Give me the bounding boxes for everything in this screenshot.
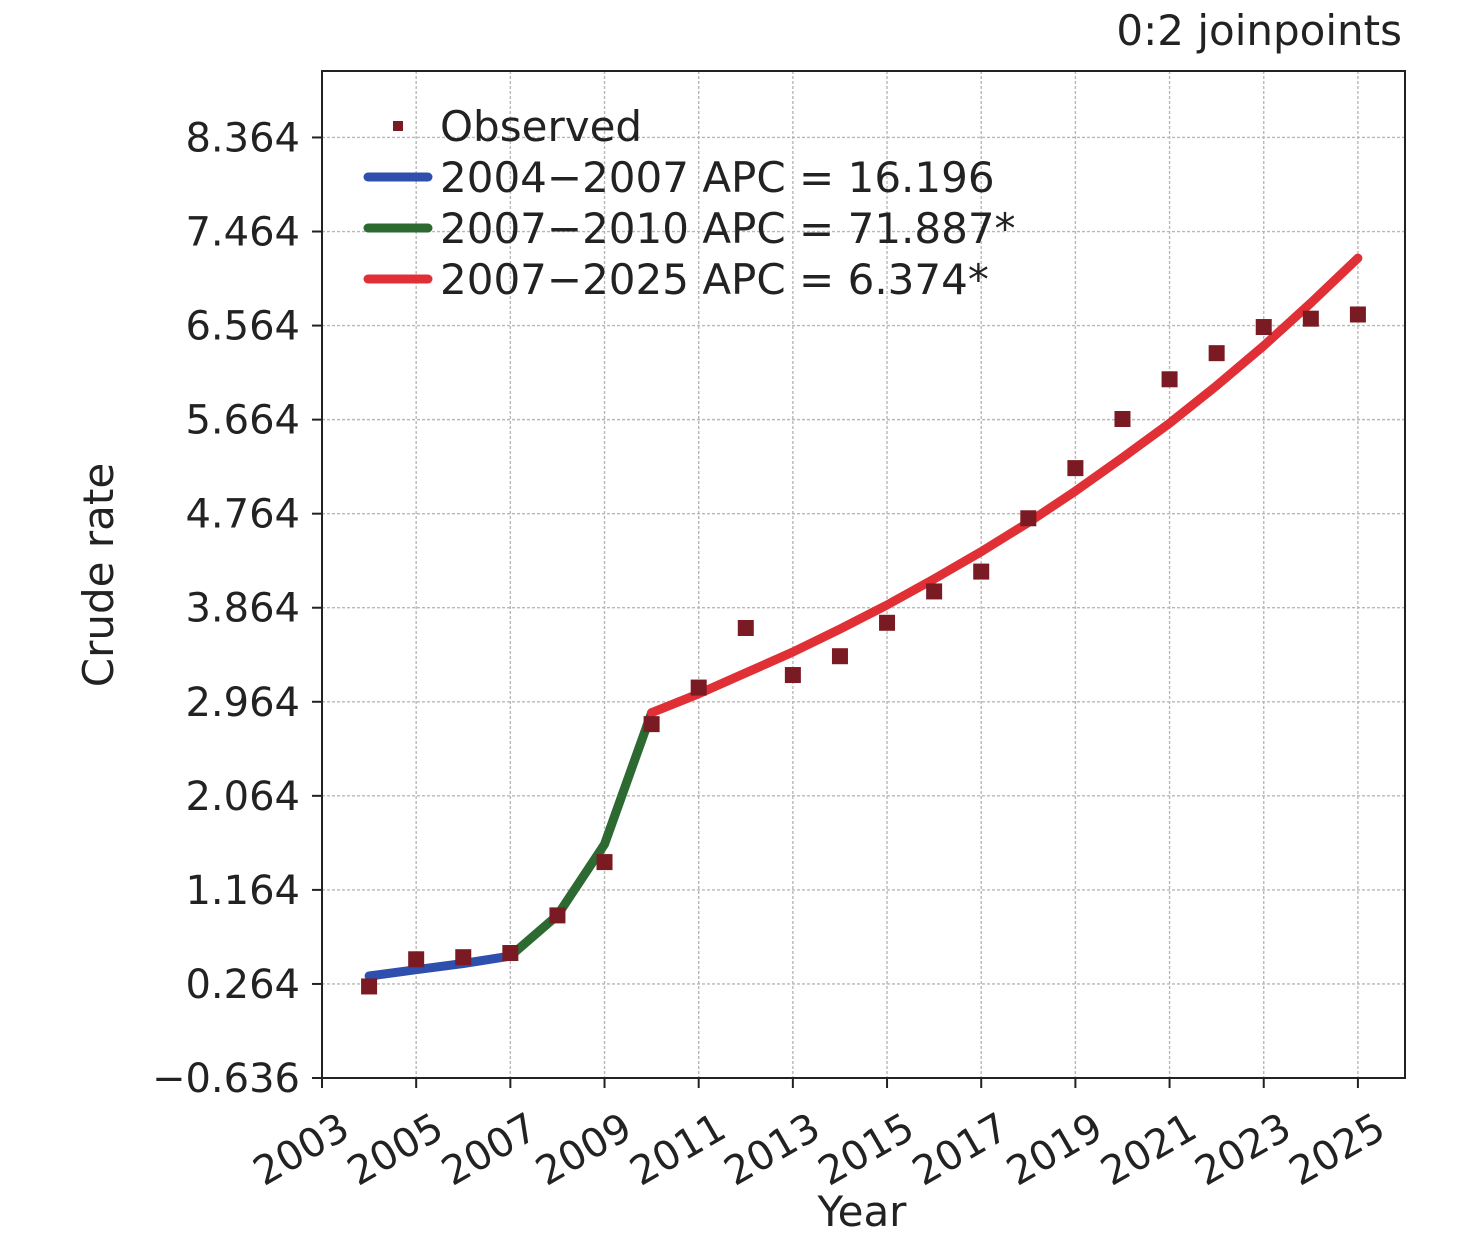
observed-point (926, 583, 943, 600)
observed-point (1161, 371, 1178, 388)
x-tick-label: 2007 (434, 1105, 545, 1196)
legend-label-1: 2004−2007 APC = 16.196 (440, 153, 995, 202)
observed-point (879, 614, 896, 631)
y-axis-ticks: −0.636 0.264 1.164 2.064 2.964 3.864 4.764 5.66… (152, 115, 322, 1102)
y-tick-label: 7.464 (185, 210, 300, 256)
x-axis-label: Year (817, 1187, 908, 1236)
x-tick-label: 2013 (717, 1105, 828, 1196)
y-tick-label: −0.636 (152, 1056, 300, 1102)
observed-points (361, 306, 1366, 995)
observed-point (643, 716, 660, 733)
x-tick-label: 2019 (999, 1105, 1110, 1196)
observed-point (455, 949, 472, 966)
observed-point (549, 907, 566, 924)
observed-point (502, 945, 519, 962)
trend-lines (364, 253, 1363, 981)
observed-point (690, 679, 707, 696)
legend-label-observed: Observed (440, 102, 642, 151)
plot-frame (321, 70, 1406, 1079)
observed-point (1067, 460, 1084, 477)
x-tick-label: 2023 (1188, 1105, 1299, 1196)
x-tick-label: 2021 (1093, 1105, 1204, 1196)
legend-label-2: 2007−2010 APC = 71.887* (440, 204, 1016, 253)
y-tick-label: 0.264 (185, 962, 300, 1008)
x-tick-label: 2011 (623, 1105, 734, 1196)
x-tick-label: 2025 (1282, 1105, 1393, 1196)
x-tick-label: 2003 (246, 1105, 357, 1196)
x-tick-label: 2005 (340, 1105, 451, 1196)
observed-point (973, 563, 990, 580)
y-tick-label: 8.364 (185, 115, 300, 161)
x-tick-label: 2009 (528, 1105, 639, 1196)
y-tick-label: 1.164 (185, 868, 300, 914)
y-tick-label: 3.864 (185, 586, 300, 632)
observed-point (361, 978, 378, 995)
observed-point (1208, 345, 1225, 362)
chart-subtitle: 0:2 joinpoints (1116, 6, 1402, 55)
trend-line-segment-3 (647, 253, 1363, 718)
observed-point (1302, 310, 1319, 327)
observed-point (1255, 319, 1272, 336)
observed-point (1114, 410, 1131, 427)
x-axis-ticks: 2003200520072009201120132015201720192021… (246, 1078, 1393, 1195)
y-tick-label: 4.764 (185, 492, 300, 538)
y-tick-label: 2.964 (185, 680, 300, 726)
legend-label-3: 2007−2025 APC = 6.374* (440, 255, 989, 304)
observed-point (1020, 510, 1037, 527)
y-axis-label: Crude rate (74, 463, 123, 687)
x-tick-label: 2015 (811, 1105, 922, 1196)
y-tick-label: 6.564 (185, 304, 300, 350)
legend-marker-observed (393, 121, 403, 131)
observed-point (408, 951, 425, 968)
observed-point (596, 854, 613, 871)
y-tick-label: 5.664 (185, 398, 300, 444)
observed-point (784, 667, 801, 684)
observed-point (831, 648, 848, 665)
trend-line-segment-2 (505, 708, 657, 961)
grid-lines (321, 71, 1405, 1079)
trend-line-segment-1 (364, 951, 515, 981)
y-tick-label: 2.064 (185, 774, 300, 820)
observed-point (1349, 306, 1366, 323)
x-tick-label: 2017 (905, 1105, 1016, 1196)
observed-point (737, 620, 754, 637)
